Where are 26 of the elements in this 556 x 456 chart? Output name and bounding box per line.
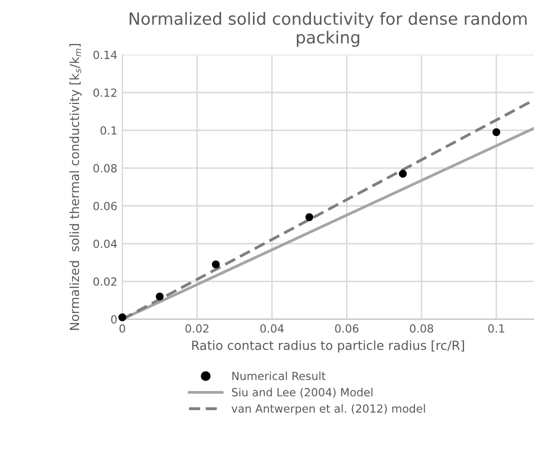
legend-label: Numerical Result [232, 372, 326, 380]
x-axis-title: Ratio contact radius to particle radius [rc/R] [192, 340, 464, 352]
y-tick-label: 0 [111, 315, 117, 324]
point [398, 170, 407, 178]
y-tick-label: 0.04 [93, 240, 117, 248]
x-tick-label: 0.02 [185, 324, 208, 333]
legend-label: van Antwerpen et al. (2012) model [232, 404, 425, 415]
chart-title: Normalized solid conductivity for dense random packing [130, 12, 527, 47]
point [305, 213, 314, 222]
y-tick-label: 0.1 [100, 126, 116, 135]
point [492, 128, 500, 136]
x-tick-label: 0 [120, 324, 126, 333]
point [118, 313, 126, 322]
point [212, 260, 220, 268]
y-tick-label: 0.14 [93, 50, 117, 60]
y-tick-label: 0.12 [93, 88, 116, 97]
y-tick-label: 0.02 [93, 277, 116, 286]
x-tick-label: 0.06 [335, 324, 358, 333]
y-axis-title: Normalized solid thermal conductivity [k$_{s}$/k$_{m}$] [69, 44, 82, 330]
y-tick-label: 0.08 [93, 164, 117, 172]
x-tick-label: 0.04 [260, 324, 284, 333]
point [156, 292, 164, 300]
x-tick-label: 0.08 [410, 324, 434, 333]
y-tick-label: 0.06 [93, 202, 117, 210]
legend-label: Siu and Lee (2004) Model [232, 388, 372, 398]
x-tick-label: 0.1 [488, 324, 504, 333]
